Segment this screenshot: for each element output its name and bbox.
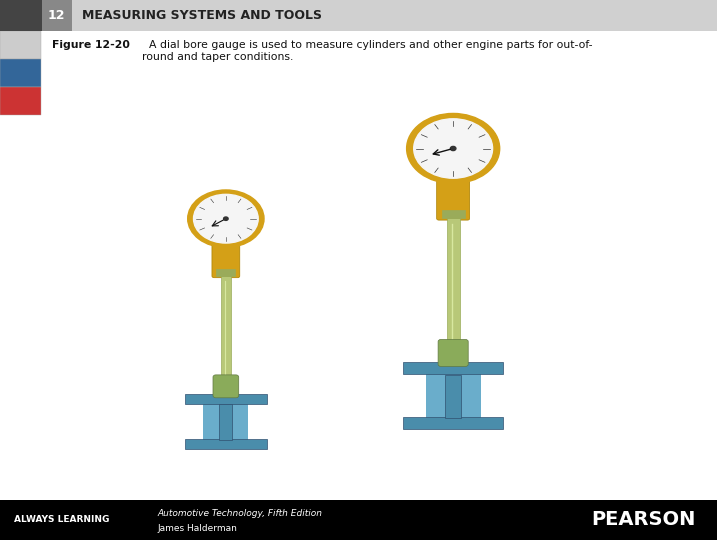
Circle shape [407,113,500,184]
FancyBboxPatch shape [0,0,42,31]
FancyBboxPatch shape [0,500,717,540]
FancyBboxPatch shape [438,340,468,367]
FancyBboxPatch shape [445,375,461,418]
FancyBboxPatch shape [0,31,41,59]
FancyBboxPatch shape [403,417,503,429]
Circle shape [224,217,228,220]
Text: ALWAYS LEARNING: ALWAYS LEARNING [14,515,109,524]
Text: A dial bore gauge is used to measure cylinders and other engine parts for out-of: A dial bore gauge is used to measure cyl… [142,40,593,62]
FancyBboxPatch shape [0,0,717,31]
FancyBboxPatch shape [403,362,503,374]
Text: Automotive Technology, Fifth Edition: Automotive Technology, Fifth Edition [158,509,323,518]
FancyBboxPatch shape [203,402,248,442]
FancyBboxPatch shape [185,394,267,403]
FancyBboxPatch shape [216,269,235,276]
FancyBboxPatch shape [0,87,41,115]
FancyBboxPatch shape [426,372,481,421]
Text: 12: 12 [48,9,66,22]
Circle shape [188,190,264,247]
FancyBboxPatch shape [441,211,465,219]
Text: MEASURING SYSTEMS AND TOOLS: MEASURING SYSTEMS AND TOOLS [83,9,323,22]
FancyBboxPatch shape [0,59,41,87]
FancyBboxPatch shape [213,375,239,398]
FancyBboxPatch shape [436,180,469,220]
Text: Figure 12-20: Figure 12-20 [53,40,130,50]
FancyBboxPatch shape [220,276,231,396]
Text: James Halderman: James Halderman [158,524,238,533]
Circle shape [451,146,456,151]
Text: PEARSON: PEARSON [591,510,696,529]
Circle shape [194,194,258,243]
FancyBboxPatch shape [220,404,233,440]
FancyBboxPatch shape [446,219,459,364]
Circle shape [414,119,492,178]
FancyBboxPatch shape [185,439,267,449]
FancyBboxPatch shape [212,245,240,278]
FancyBboxPatch shape [42,0,72,31]
